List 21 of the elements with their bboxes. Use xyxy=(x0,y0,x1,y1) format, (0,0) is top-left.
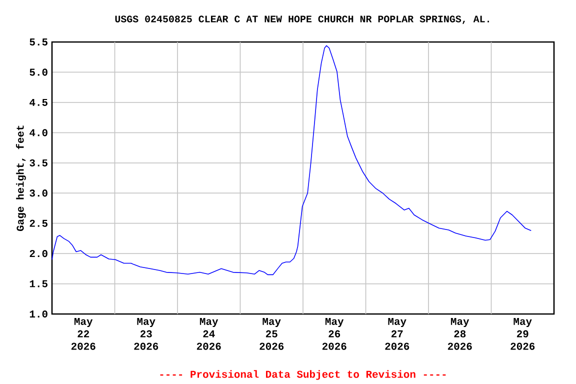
y-tick-label: 5.0 xyxy=(30,68,48,76)
x-tick-label: May 28 2026 xyxy=(448,318,472,350)
x-tick-label: May 23 2026 xyxy=(134,318,158,350)
y-tick-label: 4.5 xyxy=(30,98,48,106)
y-tick-label: 2.5 xyxy=(30,220,48,227)
x-tick-label: May 25 2026 xyxy=(260,318,284,350)
y-tick-label: 2.0 xyxy=(30,250,48,258)
y-tick-label: 4.0 xyxy=(30,129,48,136)
x-tick-label: May 27 2026 xyxy=(385,318,410,350)
x-tick-label: May 26 2026 xyxy=(322,318,346,350)
y-tick-label: 1.0 xyxy=(30,310,48,318)
y-tick-label: 5.5 xyxy=(30,38,48,46)
chart-title: USGS 02450825 CLEAR C AT NEW HOPE CHURCH NR POPLAR SPRINGS, AL. xyxy=(115,16,489,24)
x-tick-label: May 24 2026 xyxy=(196,318,221,350)
y-tick-label: 3.5 xyxy=(30,159,48,166)
y-tick-label: 3.0 xyxy=(30,190,48,197)
y-axis-title: Gage height, feet xyxy=(16,126,26,231)
y-tick-label: 1.5 xyxy=(30,280,48,288)
x-tick-label: May 22 2026 xyxy=(71,318,96,350)
x-tick-label: May 29 2026 xyxy=(510,318,535,350)
text: ---- Provisional Data Subject to Revision ---- xyxy=(160,370,446,380)
